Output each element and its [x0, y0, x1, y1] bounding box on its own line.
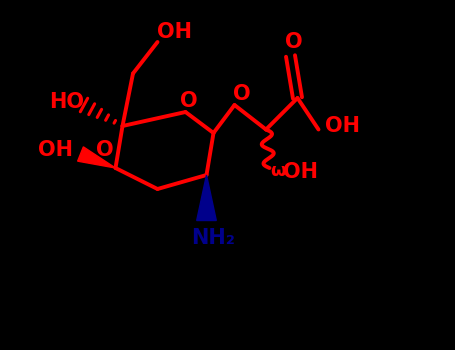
- Text: O: O: [285, 32, 303, 52]
- Text: HO: HO: [49, 91, 84, 112]
- Text: O: O: [180, 91, 198, 112]
- Text: OH: OH: [325, 116, 360, 136]
- Polygon shape: [78, 147, 116, 168]
- Text: O: O: [233, 84, 250, 105]
- Polygon shape: [197, 175, 216, 220]
- Text: O: O: [96, 140, 114, 161]
- Text: OH: OH: [157, 21, 192, 42]
- Text: ω: ω: [270, 162, 286, 181]
- Text: NH₂: NH₂: [192, 228, 235, 248]
- Text: OH: OH: [283, 161, 318, 182]
- Text: OH: OH: [39, 140, 74, 161]
